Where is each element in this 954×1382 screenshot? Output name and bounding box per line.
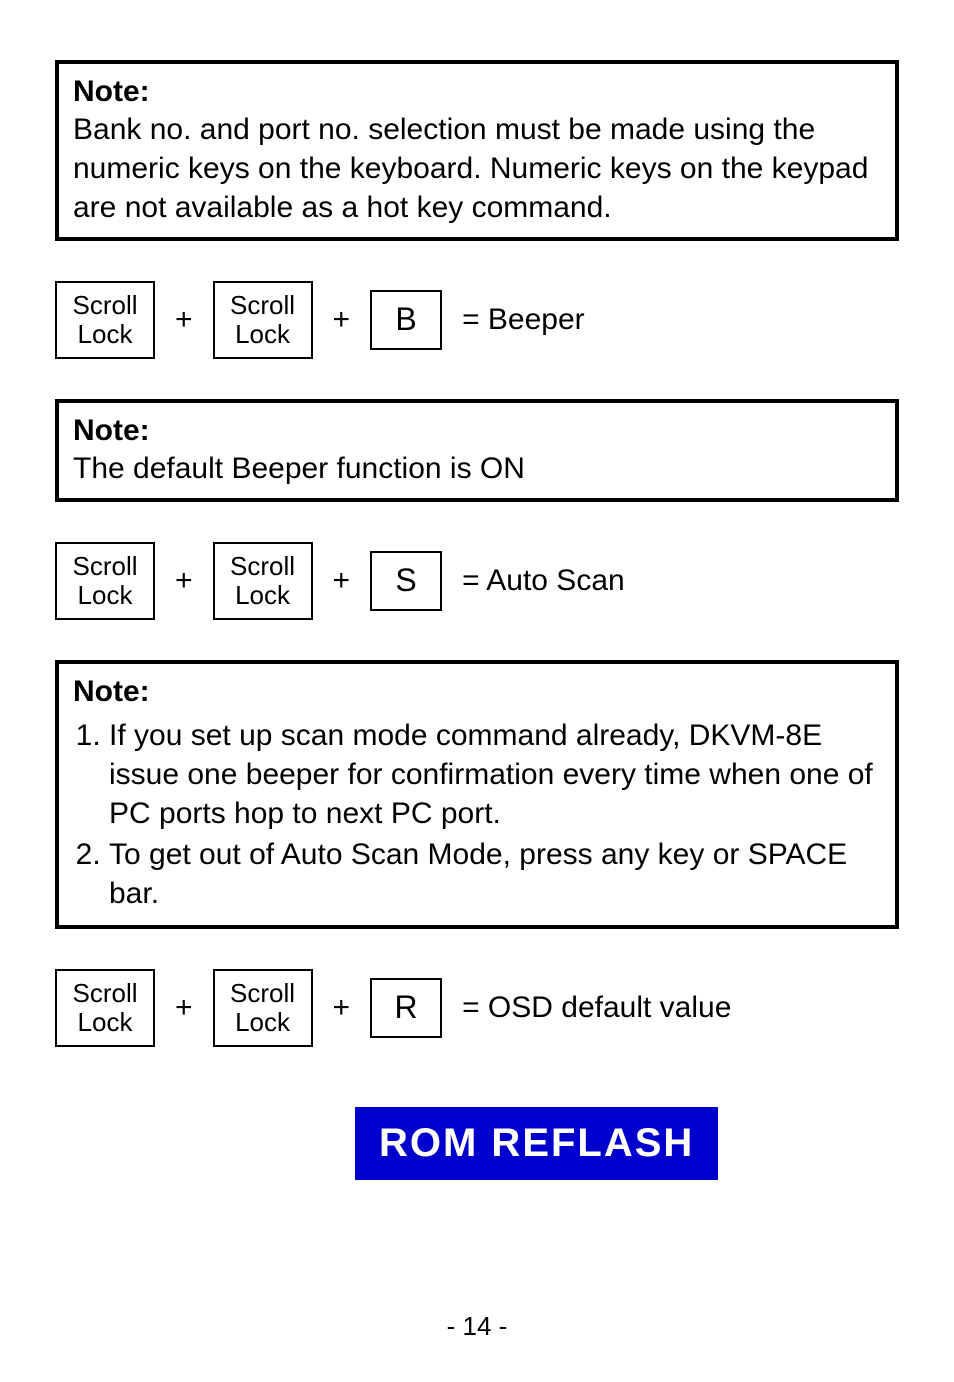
plus-sign: + [333,303,351,337]
scroll-lock-key: Scroll Lock [55,281,155,359]
hotkey-row-autoscan: Scroll Lock + Scroll Lock + S = Auto Sca… [55,542,899,620]
scroll-lock-key: Scroll Lock [55,969,155,1047]
plus-sign: + [175,564,193,598]
result-label: = Beeper [462,303,585,337]
result-label: = OSD default value [462,991,731,1025]
note-box-1: Note: Bank no. and port no. selection mu… [55,60,899,241]
s-key: S [370,551,442,611]
r-key: R [370,978,442,1038]
plus-sign: + [333,564,351,598]
note-box-3: Note: If you set up scan mode command al… [55,660,899,929]
plus-sign: + [333,991,351,1025]
page-number: - 14 - [0,1311,954,1342]
note-title: Note: [73,674,881,710]
note-title: Note: [73,413,881,449]
result-label: = Auto Scan [462,564,625,598]
scroll-lock-key: Scroll Lock [213,542,313,620]
note-list: If you set up scan mode command already,… [73,716,881,913]
rom-reflash-banner: ROM REFLASH [355,1107,718,1180]
plus-sign: + [175,991,193,1025]
list-item: If you set up scan mode command already,… [109,716,881,833]
note-title: Note: [73,74,881,110]
b-key: B [370,290,442,350]
scroll-lock-key: Scroll Lock [213,969,313,1047]
scroll-lock-key: Scroll Lock [55,542,155,620]
plus-sign: + [175,303,193,337]
scroll-lock-key: Scroll Lock [213,281,313,359]
hotkey-row-beeper: Scroll Lock + Scroll Lock + B = Beeper [55,281,899,359]
note-body: The default Beeper function is ON [73,449,881,488]
note-box-2: Note: The default Beeper function is ON [55,399,899,502]
hotkey-row-osd: Scroll Lock + Scroll Lock + R = OSD defa… [55,969,899,1047]
note-body: Bank no. and port no. selection must be … [73,110,881,227]
list-item: To get out of Auto Scan Mode, press any … [109,835,881,913]
